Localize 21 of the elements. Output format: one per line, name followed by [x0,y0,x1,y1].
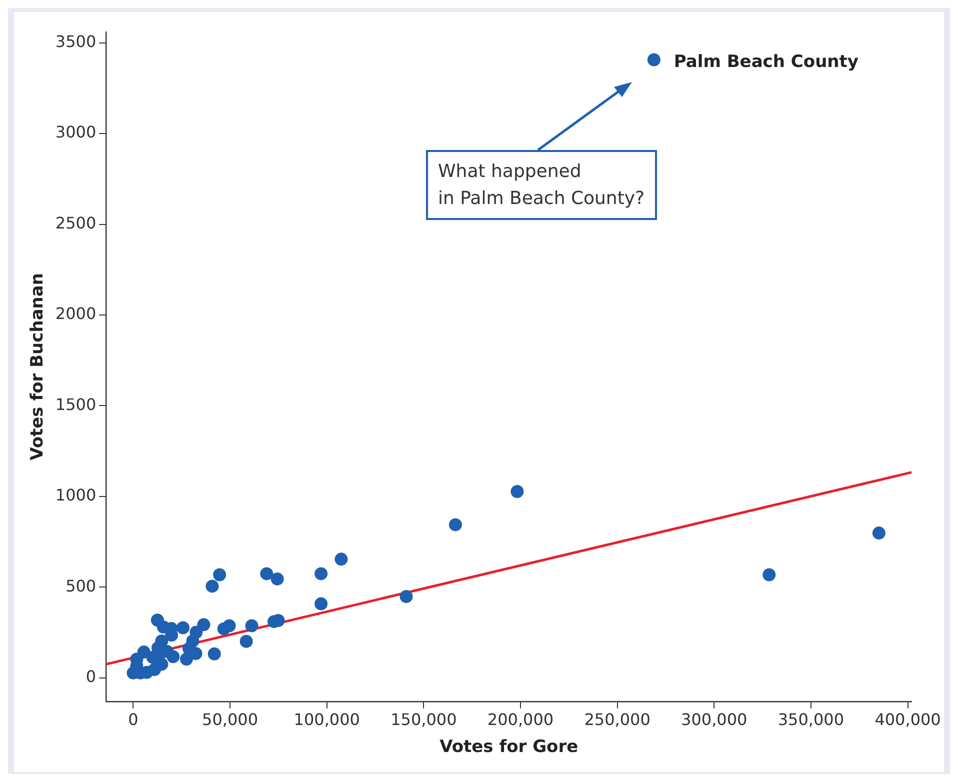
x-tick-label: 350,000 [778,710,844,730]
y-tick-label: 2500 [55,213,96,232]
x-axis-title: Votes for Gore [440,737,578,758]
x-tick-label: 200,000 [487,710,554,730]
annotation: What happened in Palm Beach County? [426,150,657,220]
x-tick-label: 0 [128,710,138,730]
y-axis-title: Votes for Buchanan [28,273,48,460]
y-tick-label: 0 [86,666,96,686]
x-tick-label: 250,000 [584,710,650,730]
x-tick-label: 150,000 [390,710,457,730]
y-tick-label: 500 [66,576,96,596]
y-tick-label: 2000 [55,304,96,324]
x-tick-label: 400,000 [874,710,941,730]
y-tick-label: 1500 [55,394,96,414]
x-tick-label: 300,000 [681,710,748,730]
y-tick-label: 3000 [55,122,96,142]
x-tick-label: 50,000 [202,710,258,730]
annotation: Palm Beach County [674,52,858,72]
x-tick-label: 100,000 [294,710,360,730]
y-tick-label: 3500 [55,32,96,52]
y-tick-label: 1000 [55,486,96,505]
